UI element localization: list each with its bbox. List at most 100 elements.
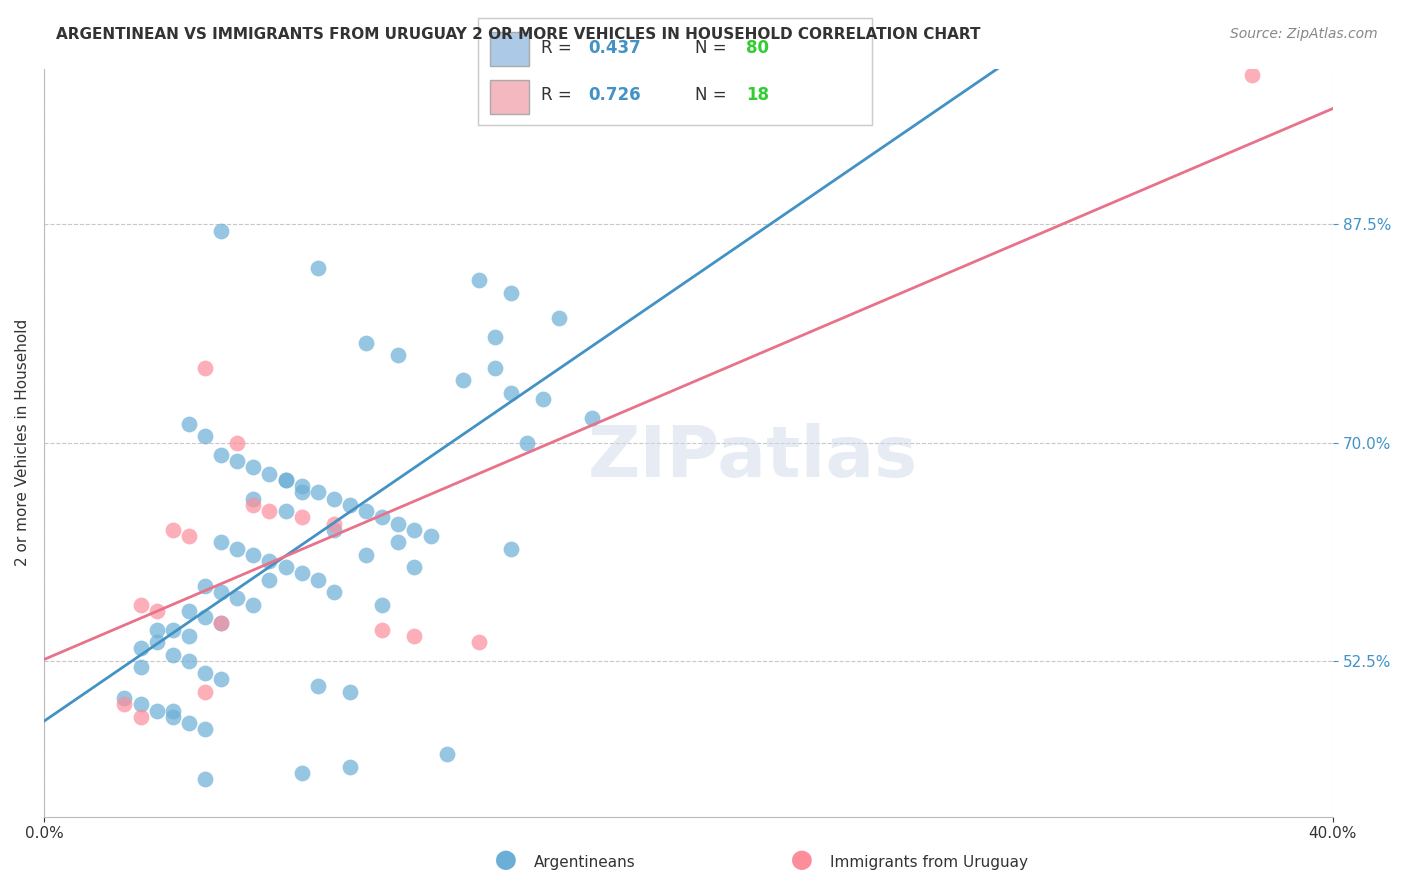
Point xyxy=(274,473,297,487)
Point xyxy=(177,629,200,643)
Point xyxy=(242,548,264,562)
Point xyxy=(387,516,409,531)
Point xyxy=(291,510,314,524)
Point xyxy=(162,710,184,724)
Text: N =: N = xyxy=(695,39,731,57)
Point xyxy=(291,566,314,581)
Point xyxy=(339,498,361,512)
Point xyxy=(291,766,314,780)
Point xyxy=(162,523,184,537)
Point xyxy=(145,635,167,649)
Text: N =: N = xyxy=(695,86,731,103)
Point xyxy=(259,573,281,587)
Point xyxy=(468,635,491,649)
Point xyxy=(339,760,361,774)
Point xyxy=(291,485,314,500)
Point xyxy=(354,548,377,562)
Text: 18: 18 xyxy=(745,86,769,103)
Point xyxy=(209,616,232,631)
Point xyxy=(451,373,474,387)
Point xyxy=(177,417,200,431)
Point xyxy=(226,435,249,450)
Point xyxy=(194,579,217,593)
Point xyxy=(177,654,200,668)
Point xyxy=(1241,68,1264,82)
Point xyxy=(371,623,394,637)
Point xyxy=(516,435,538,450)
Point xyxy=(645,68,668,82)
Point xyxy=(177,529,200,543)
Point xyxy=(274,560,297,574)
Point xyxy=(242,498,264,512)
Point xyxy=(129,698,152,712)
Text: ⬤: ⬤ xyxy=(495,850,517,870)
Point xyxy=(322,585,344,599)
Point xyxy=(209,224,232,238)
Text: 0.437: 0.437 xyxy=(588,39,641,57)
Point xyxy=(307,679,329,693)
Point xyxy=(468,273,491,287)
Text: ZIPatlas: ZIPatlas xyxy=(588,423,918,492)
Point xyxy=(387,348,409,362)
Point xyxy=(145,704,167,718)
Point xyxy=(209,535,232,549)
Point xyxy=(194,610,217,624)
Point xyxy=(581,410,603,425)
Point xyxy=(129,598,152,612)
Text: R =: R = xyxy=(541,39,576,57)
Point xyxy=(226,591,249,606)
Point xyxy=(129,710,152,724)
Point xyxy=(194,723,217,737)
Point xyxy=(548,310,571,325)
Point xyxy=(387,535,409,549)
Point xyxy=(194,360,217,375)
Text: Source: ZipAtlas.com: Source: ZipAtlas.com xyxy=(1230,27,1378,41)
Point xyxy=(371,598,394,612)
Point xyxy=(194,666,217,681)
Point xyxy=(194,772,217,787)
Point xyxy=(436,747,458,762)
Text: R =: R = xyxy=(541,86,576,103)
Point xyxy=(114,691,136,706)
FancyBboxPatch shape xyxy=(489,80,529,114)
Point xyxy=(354,504,377,518)
Point xyxy=(242,598,264,612)
Point xyxy=(194,429,217,443)
Point xyxy=(209,585,232,599)
Text: 0.726: 0.726 xyxy=(588,86,641,103)
Point xyxy=(501,541,523,556)
Point xyxy=(129,660,152,674)
Point xyxy=(531,392,554,406)
Point xyxy=(162,623,184,637)
Point xyxy=(501,285,523,300)
Point xyxy=(322,523,344,537)
Point xyxy=(209,673,232,687)
Point xyxy=(209,448,232,462)
Point xyxy=(259,467,281,481)
Point xyxy=(404,560,426,574)
Point xyxy=(484,360,506,375)
Point xyxy=(129,641,152,656)
Point xyxy=(114,698,136,712)
Point xyxy=(307,573,329,587)
Point xyxy=(322,491,344,506)
Point xyxy=(419,529,441,543)
Point xyxy=(371,510,394,524)
Point xyxy=(242,491,264,506)
Point xyxy=(177,604,200,618)
Y-axis label: 2 or more Vehicles in Household: 2 or more Vehicles in Household xyxy=(15,319,30,566)
Text: 80: 80 xyxy=(745,39,769,57)
Point xyxy=(194,685,217,699)
Point xyxy=(177,716,200,731)
Text: ARGENTINEAN VS IMMIGRANTS FROM URUGUAY 2 OR MORE VEHICLES IN HOUSEHOLD CORRELATI: ARGENTINEAN VS IMMIGRANTS FROM URUGUAY 2… xyxy=(56,27,981,42)
Point xyxy=(162,704,184,718)
Point xyxy=(307,485,329,500)
Point xyxy=(226,454,249,468)
Text: ⬤: ⬤ xyxy=(790,850,813,870)
Point xyxy=(162,648,184,662)
Point xyxy=(291,479,314,493)
Point xyxy=(242,460,264,475)
Point xyxy=(259,554,281,568)
Point xyxy=(226,541,249,556)
Point xyxy=(404,523,426,537)
